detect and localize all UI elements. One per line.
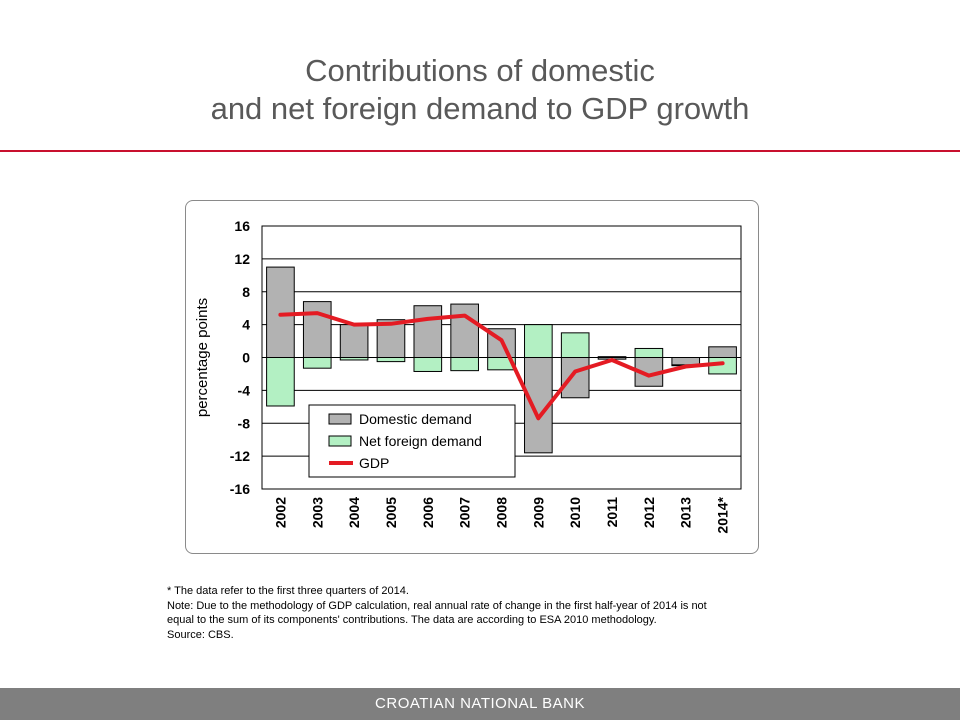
- bar-net-foreign-demand-2010: [560, 332, 590, 358]
- x-tick-label-2004: 2004: [346, 497, 362, 528]
- bar-net-foreign-demand-2003: [302, 357, 332, 369]
- slide-title-line-1: Contributions of domestic: [305, 53, 655, 88]
- bar-net-foreign-demand-2006: [413, 357, 443, 372]
- slide-title: Contributions of domestic and net foreig…: [0, 52, 960, 128]
- x-tick-label-2008: 2008: [494, 497, 510, 528]
- footnote: * The data refer to the first three quar…: [167, 585, 409, 597]
- bar-domestic-demand-2002: [266, 266, 295, 358]
- source-note: Source: CBS.: [167, 628, 234, 641]
- bar-domestic-demand-2007: [450, 303, 479, 358]
- x-tick-label-2014: 2014*: [715, 496, 731, 533]
- x-tick-label-2012: 2012: [641, 497, 657, 528]
- y-axis-label: percentage points: [194, 298, 211, 417]
- legend-label-domestic-demand: Domestic demand: [359, 411, 472, 427]
- legend-swatch-net-foreign-demand: [328, 435, 352, 447]
- x-tick-label-2003: 2003: [309, 497, 325, 528]
- bars: [266, 266, 737, 454]
- note-line-2: equal to the sum of its components' cont…: [167, 614, 657, 626]
- y-tick-label: 16: [234, 218, 250, 234]
- x-tick-label-2006: 2006: [420, 497, 436, 528]
- footer-bar: CROATIAN NATIONAL BANK: [0, 688, 960, 720]
- legend-label-net-foreign-demand: Net foreign demand: [359, 433, 482, 449]
- bar-net-foreign-demand-2007: [450, 357, 479, 372]
- y-tick-label: 4: [242, 317, 250, 333]
- y-tick-label: -16: [230, 481, 250, 497]
- y-tick-label: 8: [242, 284, 250, 300]
- y-tick-label: 12: [234, 251, 250, 267]
- gdp-line: [278, 311, 725, 421]
- legend-label-gdp: GDP: [359, 455, 389, 471]
- footer-text: CROATIAN NATIONAL BANK: [375, 695, 585, 712]
- x-tick-label-2002: 2002: [272, 497, 288, 528]
- y-tick-label: -4: [238, 382, 251, 398]
- x-tick-label-2011: 2011: [604, 497, 620, 528]
- y-tick-label: -12: [230, 448, 250, 464]
- chart-notes: * The data refer to the first three quar…: [167, 584, 857, 642]
- bar-domestic-demand-2004: [339, 324, 369, 358]
- y-tick-labels: 16 12 8 4 0 -4 -8 -12 -16: [230, 218, 250, 497]
- x-tick-label-2013: 2013: [678, 497, 694, 528]
- x-tick-label-2007: 2007: [457, 497, 473, 528]
- y-tick-label: 0: [242, 350, 250, 366]
- x-tick-label-2010: 2010: [567, 497, 583, 528]
- x-tick-label-2005: 2005: [383, 497, 399, 528]
- title-divider: [0, 150, 960, 152]
- chart-legend: Domestic demand Net foreign demand GDP: [308, 404, 516, 478]
- legend-swatch-domestic-demand: [328, 413, 352, 425]
- bar-net-foreign-demand-2012: [634, 347, 664, 359]
- bar-domestic-demand-2014: [708, 346, 737, 359]
- bar-net-foreign-demand-2009: [524, 324, 553, 358]
- y-tick-label: -8: [238, 415, 251, 431]
- bar-domestic-demand-2003: [302, 301, 332, 359]
- x-tick-label-2009: 2009: [530, 497, 546, 528]
- bar-net-foreign-demand-2005: [376, 357, 406, 363]
- x-tick-labels: 2002 2003 2004 2005 2006 2007 2008 2009 2010 2011…: [272, 496, 730, 533]
- bar-domestic-demand-2006: [413, 305, 443, 359]
- gdp-line-layer: [278, 311, 725, 421]
- bar-domestic-demand-2010: [560, 357, 590, 399]
- note-line-1: Note: Due to the methodology of GDP calc…: [167, 599, 707, 612]
- bar-net-foreign-demand-2002: [266, 357, 295, 407]
- slide-title-line-2: and net foreign demand to GDP growth: [210, 91, 750, 126]
